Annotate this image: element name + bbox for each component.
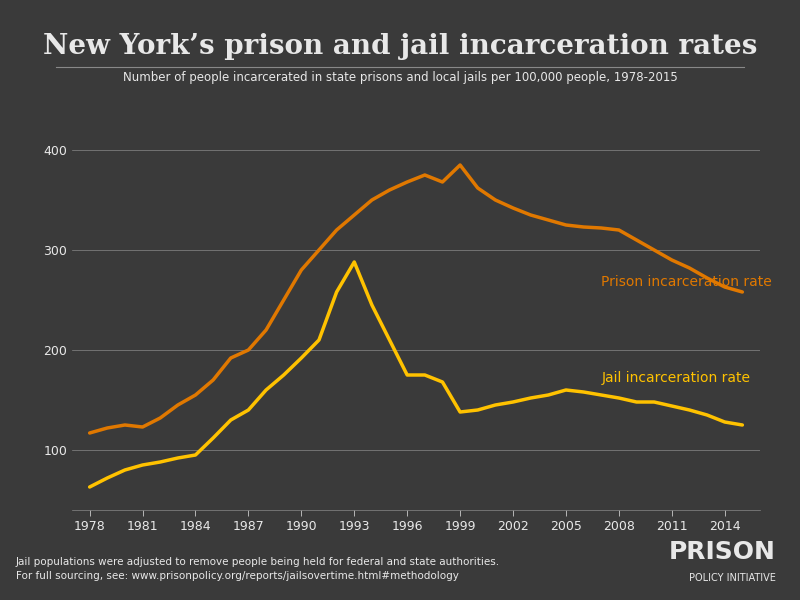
Text: Jail incarceration rate: Jail incarceration rate (602, 371, 750, 385)
Text: Prison incarceration rate: Prison incarceration rate (602, 275, 772, 289)
Text: PRISON: PRISON (669, 540, 776, 564)
Text: Number of people incarcerated in state prisons and local jails per 100,000 peopl: Number of people incarcerated in state p… (122, 71, 678, 84)
Text: POLICY INITIATIVE: POLICY INITIATIVE (689, 573, 776, 583)
Text: New York’s prison and jail incarceration rates: New York’s prison and jail incarceration… (43, 33, 757, 60)
Text: For full sourcing, see: www.prisonpolicy.org/reports/jailsovertime.html#methodol: For full sourcing, see: www.prisonpolicy… (16, 571, 459, 581)
Text: Jail populations were adjusted to remove people being held for federal and state: Jail populations were adjusted to remove… (16, 557, 500, 567)
